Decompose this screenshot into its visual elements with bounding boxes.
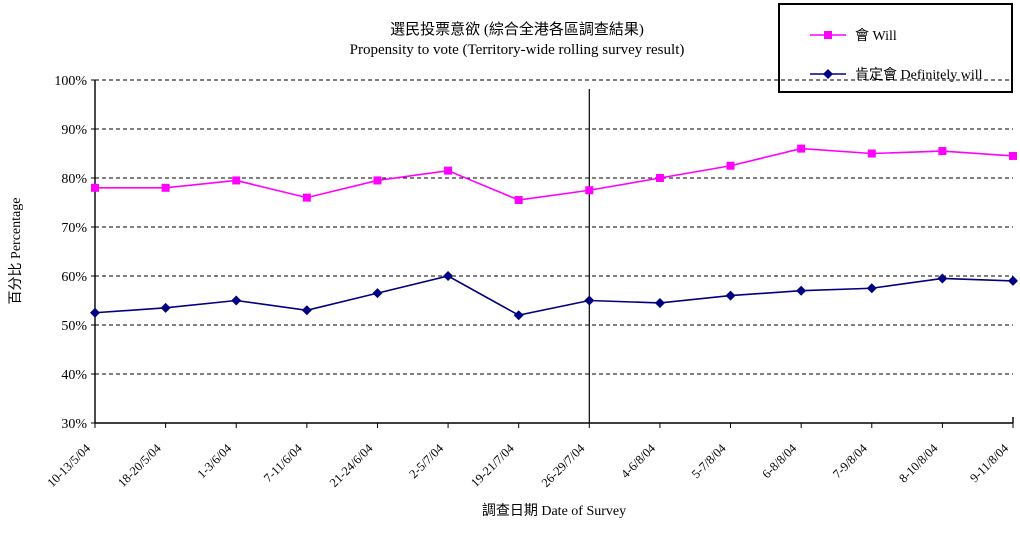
legend-label-will: 會 Will [855,29,897,44]
y-tick-label: 40% [61,368,87,383]
x-axis-title: 調查日期 Date of Survey [481,504,627,519]
series-will-point [1009,151,1017,160]
series-will-point [726,161,735,170]
legend-label-definitely-will: 肯定會 Definitely will [855,68,983,83]
legend-will-line-icon [810,31,846,39]
x-tick-label: 1-3/6/04 [195,441,235,481]
series-will-point [867,149,876,158]
series-definitely-will-point [866,283,877,294]
series-definitely-will-point [937,273,948,284]
y-tick-label: 50% [61,319,87,334]
chart-title-chinese: 選民投票意欲 (綜合全港各區調查結果) [390,22,644,38]
series-definitely-will-point [90,307,100,318]
series-definitely-will-point [443,271,454,281]
series-definitely-will-point [796,285,807,296]
x-tick-label: 18-20/5/04 [115,441,164,490]
x-tick-label: 6-8/8/04 [759,441,799,481]
series-will-point [373,176,382,185]
legend-definitely-will-line-icon [810,69,846,79]
y-tick-label: 70% [61,221,87,236]
series-will-point [302,193,311,202]
series-definitely-will-point [1008,275,1018,286]
series-definitely-will-point [160,302,171,313]
series-definitely-will-point [654,297,665,308]
y-tick-label: 90% [61,123,87,138]
series-will-point [91,183,99,192]
y-tick-label: 100% [54,74,87,89]
series-will-point [585,186,594,195]
series-definitely-will-point [584,295,595,306]
x-tick-label: 4-6/8/04 [618,441,658,481]
x-tick-label: 9-11/8/04 [967,441,1011,485]
series-definitely-will-point [231,295,242,306]
x-tick-label: 26-29/7/04 [539,441,588,490]
chart-title: 選民投票意欲 (綜合全港各區調查結果) Propensity to vote (… [17,20,1017,60]
chart-title-english: Propensity to vote (Territory-wide rolli… [349,42,685,58]
series-definitely-will-point [301,305,312,316]
series-definitely-will-point [725,290,736,301]
series-will-point [938,147,947,156]
x-tick-label: 19-21/7/04 [468,441,517,490]
series-will-point [161,183,170,192]
legend: 會 Will 肯定會 Definitely will [778,3,1013,93]
x-tick-label: 21-24/6/04 [327,441,376,490]
y-tick-label: 60% [61,270,87,285]
legend-item-definitely-will: 肯定會 Definitely will [810,66,983,83]
series-definitely-will-point [513,310,524,321]
x-tick-label: 7-11/6/04 [261,441,305,485]
legend-item-will: 會 Will [810,27,897,44]
series-definitely-will-line [94,275,1014,317]
x-tick-label: 10-13/5/04 [44,441,93,490]
series-definitely-will-point [372,288,383,299]
series-will-line [95,147,1014,201]
series-will-point [232,176,241,185]
series-will-point [797,144,806,153]
x-tick-label: 8-10/8/04 [896,441,941,486]
y-tick-label: 30% [61,417,87,432]
x-tick-label: 5-7/8/04 [689,441,729,481]
series-will-point [655,174,664,182]
x-tick-label: 7-9/8/04 [830,441,870,481]
series-will-point [514,196,523,205]
y-tick-label: 80% [61,172,87,187]
series-will-point [444,166,453,175]
x-tick-label: 2-5/7/04 [406,441,446,481]
